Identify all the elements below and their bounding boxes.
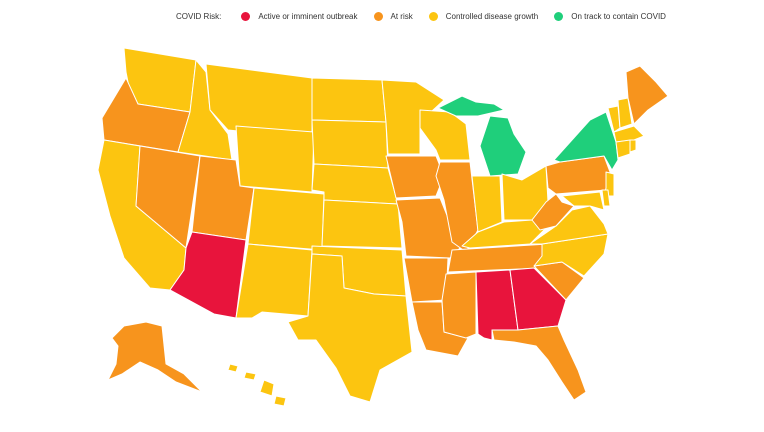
state-indiana[interactable] [471, 175, 503, 233]
state-arkansas[interactable] [403, 257, 449, 303]
legend-dot-at-risk [373, 12, 383, 21]
state-colorado[interactable] [247, 187, 325, 251]
state-michigan-upper[interactable] [437, 95, 505, 117]
state-north-dakota[interactable] [311, 77, 387, 123]
state-illinois[interactable] [435, 161, 479, 253]
state-west-virginia[interactable] [531, 193, 575, 231]
state-hawaii[interactable] [227, 363, 287, 407]
legend-label-controlled: Controlled disease growth [445, 12, 539, 21]
legend-label-outbreak: Active or imminent outbreak [258, 12, 358, 21]
state-pennsylvania[interactable] [545, 155, 611, 195]
state-arizona[interactable] [169, 231, 247, 319]
legend-title: COVID Risk: [176, 12, 222, 21]
state-wyoming[interactable] [235, 125, 315, 193]
state-wisconsin[interactable] [419, 109, 471, 161]
state-michigan-lower[interactable] [479, 115, 527, 177]
legend-item-outbreak: Active or imminent outbreak [241, 12, 358, 21]
state-connecticut[interactable] [615, 139, 631, 159]
state-texas[interactable] [287, 253, 413, 403]
state-georgia[interactable] [509, 267, 567, 331]
legend-dot-on-track [554, 12, 564, 21]
state-kansas[interactable] [321, 199, 403, 249]
state-new-mexico[interactable] [235, 243, 313, 319]
map-legend: COVID Risk: Active or imminent outbreak … [176, 12, 682, 21]
state-maine[interactable] [625, 65, 669, 125]
legend-dot-outbreak [241, 12, 251, 21]
state-nebraska[interactable] [311, 163, 399, 205]
legend-item-on-track: On track to contain COVID [554, 12, 666, 21]
legend-item-controlled: Controlled disease growth [428, 12, 539, 21]
state-mississippi[interactable] [441, 271, 477, 339]
state-maryland[interactable] [561, 191, 605, 211]
legend-label-at-risk: At risk [390, 12, 413, 21]
legend-dot-controlled [428, 12, 438, 21]
state-new-hampshire[interactable] [617, 97, 633, 129]
state-minnesota[interactable] [381, 79, 445, 155]
legend-item-at-risk: At risk [373, 12, 413, 21]
state-north-carolina[interactable] [533, 233, 609, 277]
state-alaska[interactable] [107, 321, 203, 393]
state-delaware[interactable] [601, 189, 611, 207]
state-florida[interactable] [491, 325, 587, 401]
state-idaho[interactable] [177, 59, 233, 161]
state-massachusetts[interactable] [613, 125, 645, 143]
state-south-dakota[interactable] [311, 119, 389, 169]
legend-label-on-track: On track to contain COVID [571, 12, 666, 21]
state-rhode-island[interactable] [629, 139, 637, 153]
state-iowa[interactable] [385, 155, 445, 199]
